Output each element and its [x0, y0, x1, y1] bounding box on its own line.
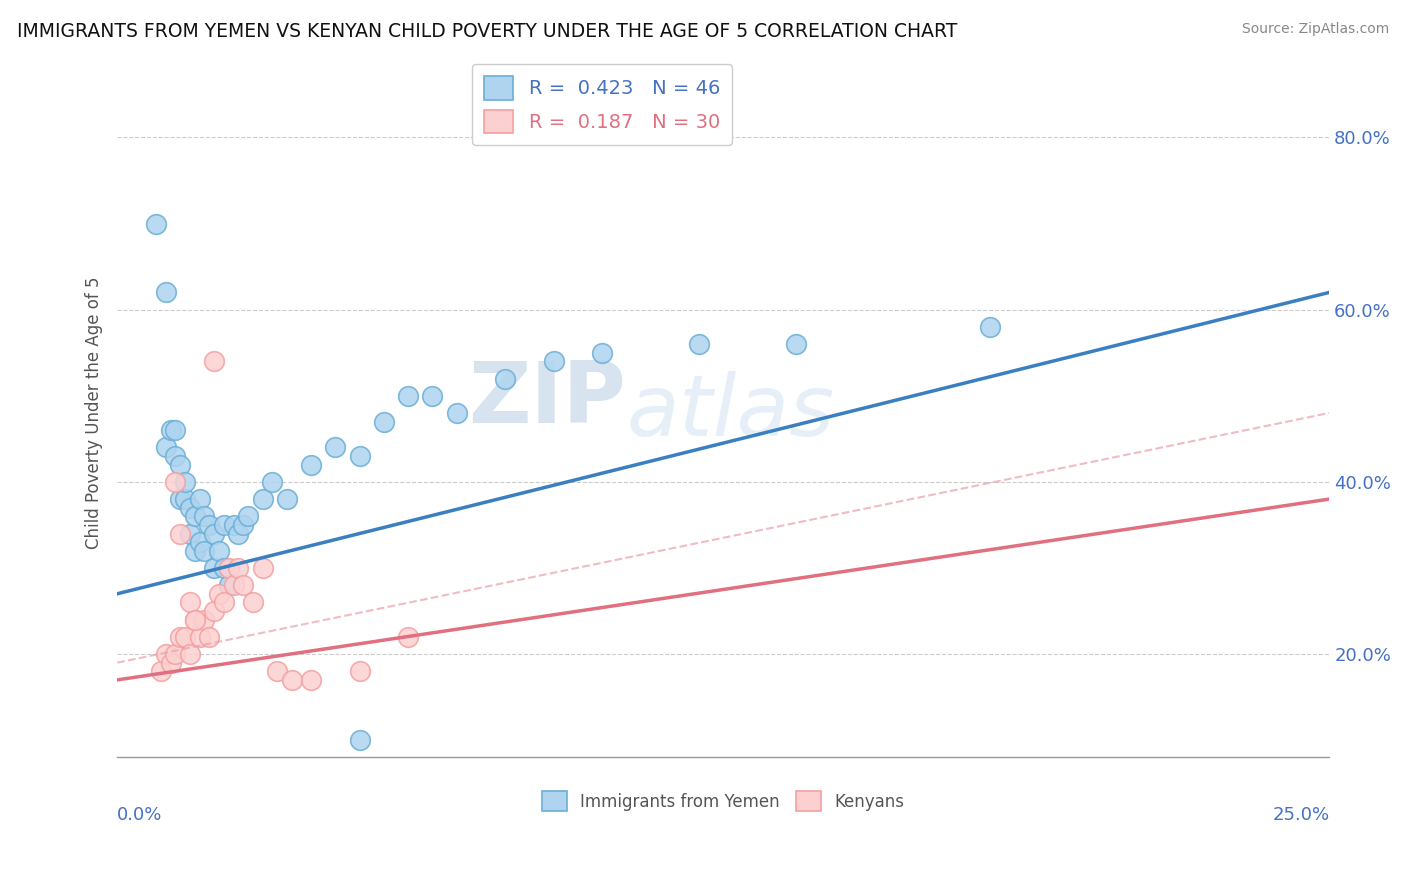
Point [494, 371, 516, 385]
Point [184, 613, 207, 627]
Point [198, 517, 221, 532]
Point [179, 595, 201, 609]
Point [252, 561, 274, 575]
Point [228, 561, 250, 575]
Text: ZIP: ZIP [468, 358, 626, 441]
Point [159, 423, 181, 437]
Point [222, 578, 245, 592]
Point [979, 319, 1001, 334]
Point [155, 285, 177, 300]
Text: IMMIGRANTS FROM YEMEN VS KENYAN CHILD POVERTY UNDER THE AGE OF 5 CORRELATION CHA: IMMIGRANTS FROM YEMEN VS KENYAN CHILD PO… [17, 22, 957, 41]
Point [232, 578, 254, 592]
Point [218, 578, 240, 592]
Point [222, 517, 245, 532]
Point [155, 441, 177, 455]
Point [145, 217, 167, 231]
Point [266, 665, 288, 679]
Point [174, 491, 197, 506]
Point [202, 354, 225, 368]
Point [179, 500, 201, 515]
Point [373, 415, 395, 429]
Point [236, 509, 259, 524]
Point [169, 630, 191, 644]
Point [165, 647, 187, 661]
Point [179, 526, 201, 541]
Point [299, 673, 322, 687]
Point [188, 535, 211, 549]
Point [169, 491, 191, 506]
Point [349, 733, 371, 747]
Text: Source: ZipAtlas.com: Source: ZipAtlas.com [1241, 22, 1389, 37]
Point [165, 475, 187, 489]
Point [198, 630, 221, 644]
Point [242, 595, 264, 609]
Point [155, 647, 177, 661]
Point [179, 647, 201, 661]
Point [218, 561, 240, 575]
Text: 0.0%: 0.0% [117, 805, 163, 823]
Point [188, 630, 211, 644]
Point [184, 509, 207, 524]
Point [396, 630, 419, 644]
Point [159, 656, 181, 670]
Point [276, 491, 298, 506]
Y-axis label: Child Poverty Under the Age of 5: Child Poverty Under the Age of 5 [86, 277, 103, 549]
Point [212, 517, 235, 532]
Point [149, 665, 172, 679]
Point [228, 526, 250, 541]
Point [591, 345, 613, 359]
Point [232, 517, 254, 532]
Point [174, 475, 197, 489]
Legend: Immigrants from Yemen, Kenyans: Immigrants from Yemen, Kenyans [536, 784, 911, 818]
Point [688, 337, 710, 351]
Point [785, 337, 807, 351]
Point [184, 613, 207, 627]
Point [543, 354, 565, 368]
Point [212, 561, 235, 575]
Point [202, 561, 225, 575]
Point [299, 458, 322, 472]
Point [169, 526, 191, 541]
Point [280, 673, 302, 687]
Point [169, 458, 191, 472]
Point [184, 543, 207, 558]
Point [446, 406, 468, 420]
Point [396, 389, 419, 403]
Point [193, 613, 215, 627]
Point [208, 587, 231, 601]
Point [202, 526, 225, 541]
Point [165, 423, 187, 437]
Point [420, 389, 443, 403]
Point [202, 604, 225, 618]
Point [208, 543, 231, 558]
Point [212, 595, 235, 609]
Point [193, 543, 215, 558]
Text: 25.0%: 25.0% [1272, 805, 1329, 823]
Point [262, 475, 284, 489]
Point [325, 441, 347, 455]
Point [193, 509, 215, 524]
Point [349, 665, 371, 679]
Point [188, 491, 211, 506]
Point [174, 630, 197, 644]
Text: atlas: atlas [626, 371, 834, 454]
Point [252, 491, 274, 506]
Point [165, 449, 187, 463]
Point [349, 449, 371, 463]
